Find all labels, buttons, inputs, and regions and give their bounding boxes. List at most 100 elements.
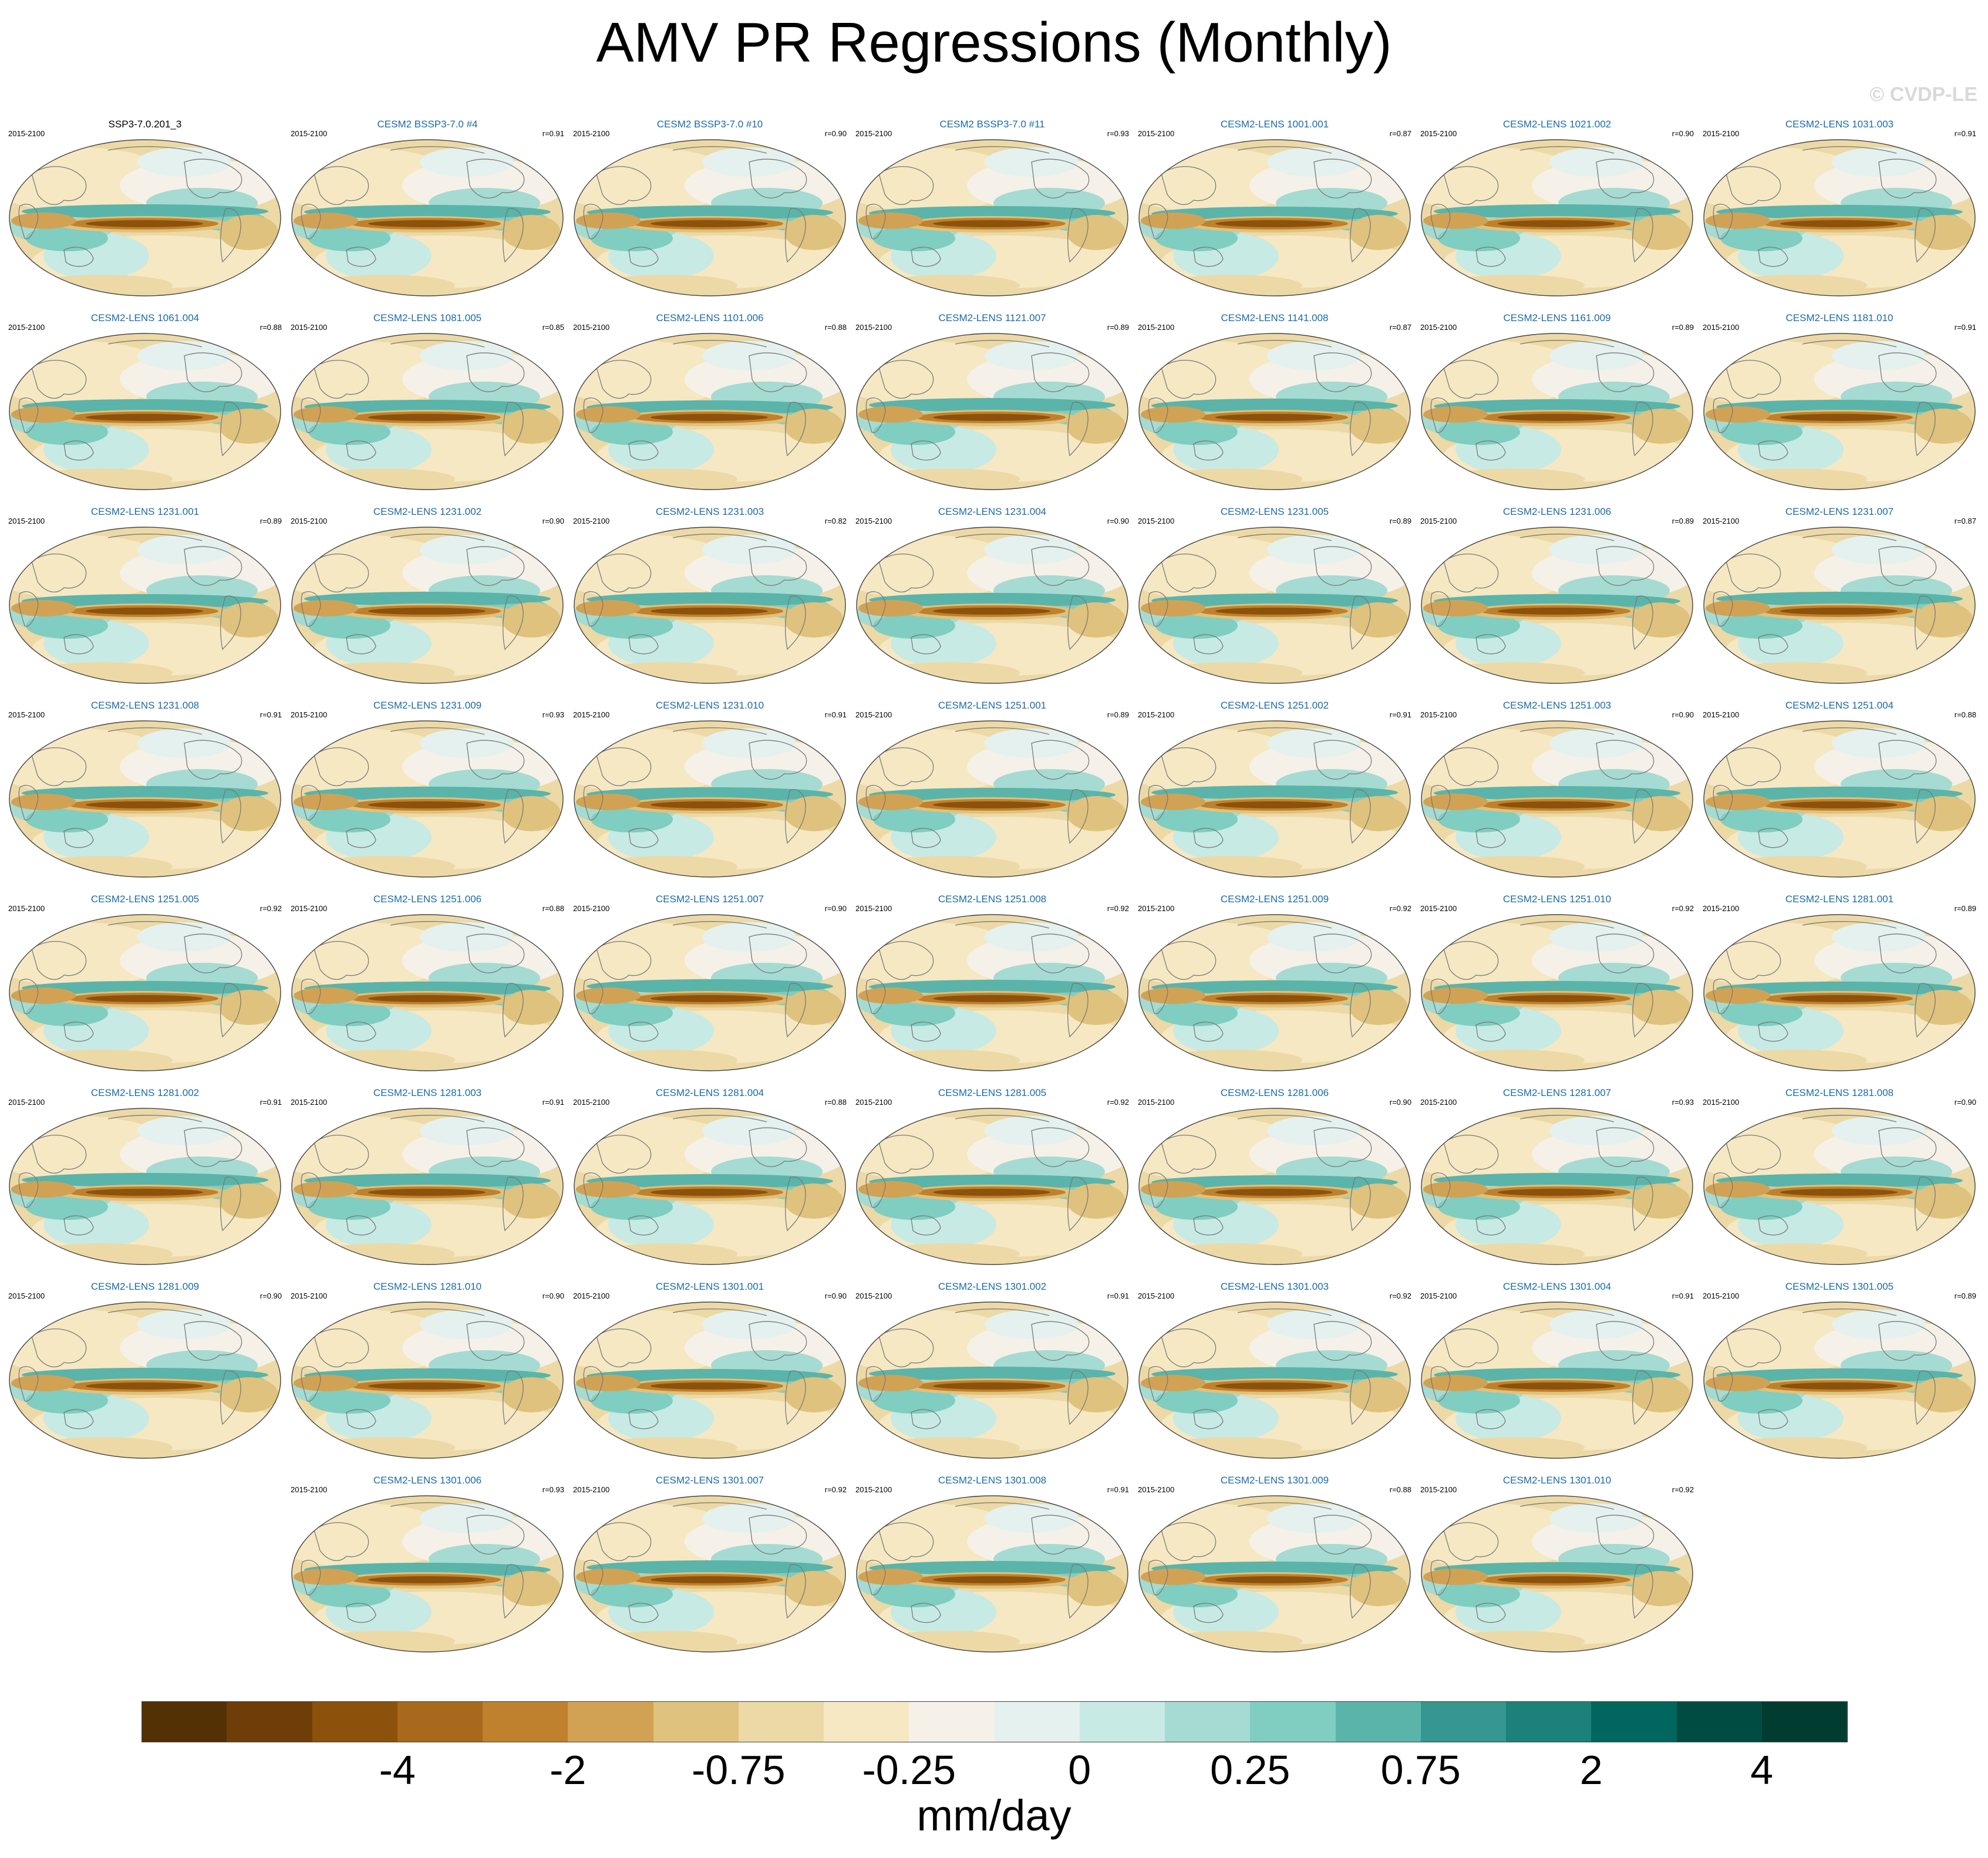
global-map	[856, 914, 1128, 1071]
global-map	[574, 1495, 846, 1653]
panel-period: 2015-2100	[1420, 1292, 1457, 1300]
global-map	[9, 139, 281, 296]
panel-period: 2015-2100	[291, 1485, 328, 1494]
global-map	[856, 1108, 1128, 1265]
panel-title: CESM2-LENS 1301.009	[1220, 1475, 1329, 1486]
global-map	[1138, 1495, 1411, 1653]
panel-title: CESM2-LENS 1231.009	[373, 700, 482, 711]
global-map	[1138, 914, 1411, 1071]
figure-title: AMV PR Regressions (Monthly)	[596, 11, 1392, 74]
panel-correlation: r=0.93	[1107, 129, 1129, 138]
panel-correlation: r=0.92	[260, 904, 282, 913]
global-map	[856, 720, 1128, 878]
panel-period: 2015-2100	[1420, 1098, 1457, 1107]
panel-correlation: r=0.92	[824, 1485, 847, 1494]
global-map	[291, 1108, 564, 1265]
panel-period: 2015-2100	[1420, 129, 1457, 138]
panel-correlation: r=0.92	[1672, 1485, 1694, 1494]
colorbar-segment	[397, 1701, 483, 1742]
panel-title: CESM2-LENS 1231.002	[373, 506, 482, 517]
panel-period: 2015-2100	[291, 710, 328, 719]
panel-correlation: r=0.91	[1954, 129, 1976, 138]
panel-period: 2015-2100	[573, 129, 610, 138]
colorbar-segment	[1079, 1701, 1165, 1742]
panel-correlation: r=0.91	[1107, 1485, 1129, 1494]
global-map	[291, 333, 564, 490]
global-map	[1421, 1301, 1693, 1459]
panel-period: 2015-2100	[573, 323, 610, 332]
global-map	[1703, 333, 1976, 490]
panel-correlation: r=0.92	[1389, 904, 1411, 913]
panel-title: CESM2-LENS 1281.006	[1220, 1087, 1329, 1098]
panel-correlation: r=0.88	[1954, 710, 1976, 719]
panel-correlation: r=0.89	[1954, 1292, 1976, 1300]
colorbar-segment	[1676, 1701, 1763, 1742]
panel-period: 2015-2100	[8, 904, 45, 913]
panel-correlation: r=0.90	[542, 1292, 564, 1300]
global-map	[1703, 1301, 1976, 1459]
global-map	[1138, 139, 1411, 296]
panel-title: CESM2-LENS 1231.001	[90, 506, 200, 517]
panel-title: CESM2-LENS 1231.003	[655, 506, 764, 517]
panel-correlation: r=0.91	[1107, 1292, 1129, 1300]
panel-period: 2015-2100	[8, 517, 45, 525]
panel-correlation: r=0.90	[824, 1292, 847, 1300]
map-panel: CESM2 BSSP3-7.0 #10 2015-2100 r=0.90	[573, 114, 847, 297]
panel-period: 2015-2100	[1138, 1292, 1175, 1300]
map-panel: CESM2-LENS 1161.009 2015-2100 r=0.89	[1420, 308, 1694, 491]
map-panel: CESM2-LENS 1301.009 2015-2100 r=0.88	[1138, 1470, 1411, 1653]
panel-period: 2015-2100	[291, 904, 328, 913]
panel-period: 2015-2100	[855, 1485, 892, 1494]
panel-title: CESM2-LENS 1281.008	[1785, 1087, 1894, 1098]
panel-correlation: r=0.91	[542, 1098, 564, 1107]
panel-correlation: r=0.91	[260, 710, 282, 719]
global-map	[1421, 720, 1693, 878]
map-panel: CESM2-LENS 1301.006 2015-2100 r=0.93	[291, 1470, 564, 1653]
global-map	[1703, 914, 1976, 1071]
panel-correlation: r=0.89	[1954, 904, 1976, 913]
panel-period: 2015-2100	[1703, 323, 1740, 332]
map-panel: CESM2-LENS 1281.002 2015-2100 r=0.91	[8, 1083, 282, 1266]
global-map	[1138, 1108, 1411, 1265]
global-map	[291, 720, 564, 878]
global-map	[1703, 1108, 1976, 1265]
global-map	[856, 1301, 1128, 1459]
panel-title: CESM2-LENS 1281.009	[90, 1281, 200, 1292]
panel-title: CESM2-LENS 1101.006	[656, 312, 764, 323]
panel-correlation: r=0.88	[1389, 1485, 1411, 1494]
map-panel: CESM2-LENS 1281.007 2015-2100 r=0.93	[1420, 1083, 1694, 1266]
map-panel: CESM2-LENS 1301.007 2015-2100 r=0.92	[573, 1470, 847, 1653]
colorbar	[141, 1701, 1848, 1742]
panel-title: CESM2-LENS 1231.005	[1220, 506, 1329, 517]
colorbar-segment	[1506, 1701, 1592, 1742]
panel-title: CESM2-LENS 1061.004	[90, 312, 200, 323]
panel-period: 2015-2100	[855, 323, 892, 332]
map-panel: CESM2-LENS 1231.008 2015-2100 r=0.91	[8, 695, 282, 878]
map-panel: CESM2-LENS 1301.003 2015-2100 r=0.92	[1138, 1276, 1411, 1459]
panel-period: 2015-2100	[1703, 1292, 1740, 1300]
panel-correlation: r=0.85	[542, 323, 564, 332]
panel-title: CESM2-LENS 1251.003	[1502, 700, 1612, 711]
panel-title: CESM2-LENS 1281.010	[373, 1281, 482, 1292]
panel-correlation: r=0.88	[824, 1098, 847, 1107]
panel-title: CESM2-LENS 1251.006	[373, 893, 482, 905]
global-map	[291, 1495, 564, 1653]
panel-period: 2015-2100	[855, 904, 892, 913]
colorbar-segment	[1761, 1701, 1848, 1742]
panel-title: CESM2 BSSP3-7.0 #11	[939, 119, 1045, 130]
colorbar-segment	[1165, 1701, 1251, 1742]
panel-period: 2015-2100	[1420, 904, 1457, 913]
panel-period: 2015-2100	[573, 904, 610, 913]
panel-correlation: r=0.89	[1672, 323, 1694, 332]
global-map	[1138, 1301, 1411, 1459]
map-panel: CESM2-LENS 1181.010 2015-2100 r=0.91	[1703, 308, 1976, 491]
colorbar-frame	[141, 1701, 1847, 1742]
panel-period: 2015-2100	[291, 1292, 328, 1300]
map-panel: CESM2-LENS 1231.005 2015-2100 r=0.89	[1138, 501, 1411, 684]
panel-correlation: r=0.90	[1107, 517, 1129, 525]
panel-title: CESM2-LENS 1251.002	[1220, 700, 1329, 711]
colorbar-segment	[227, 1701, 312, 1742]
global-map	[9, 720, 281, 878]
global-map	[1421, 1108, 1693, 1265]
map-panel: CESM2 BSSP3-7.0 #11 2015-2100 r=0.93	[855, 114, 1129, 297]
